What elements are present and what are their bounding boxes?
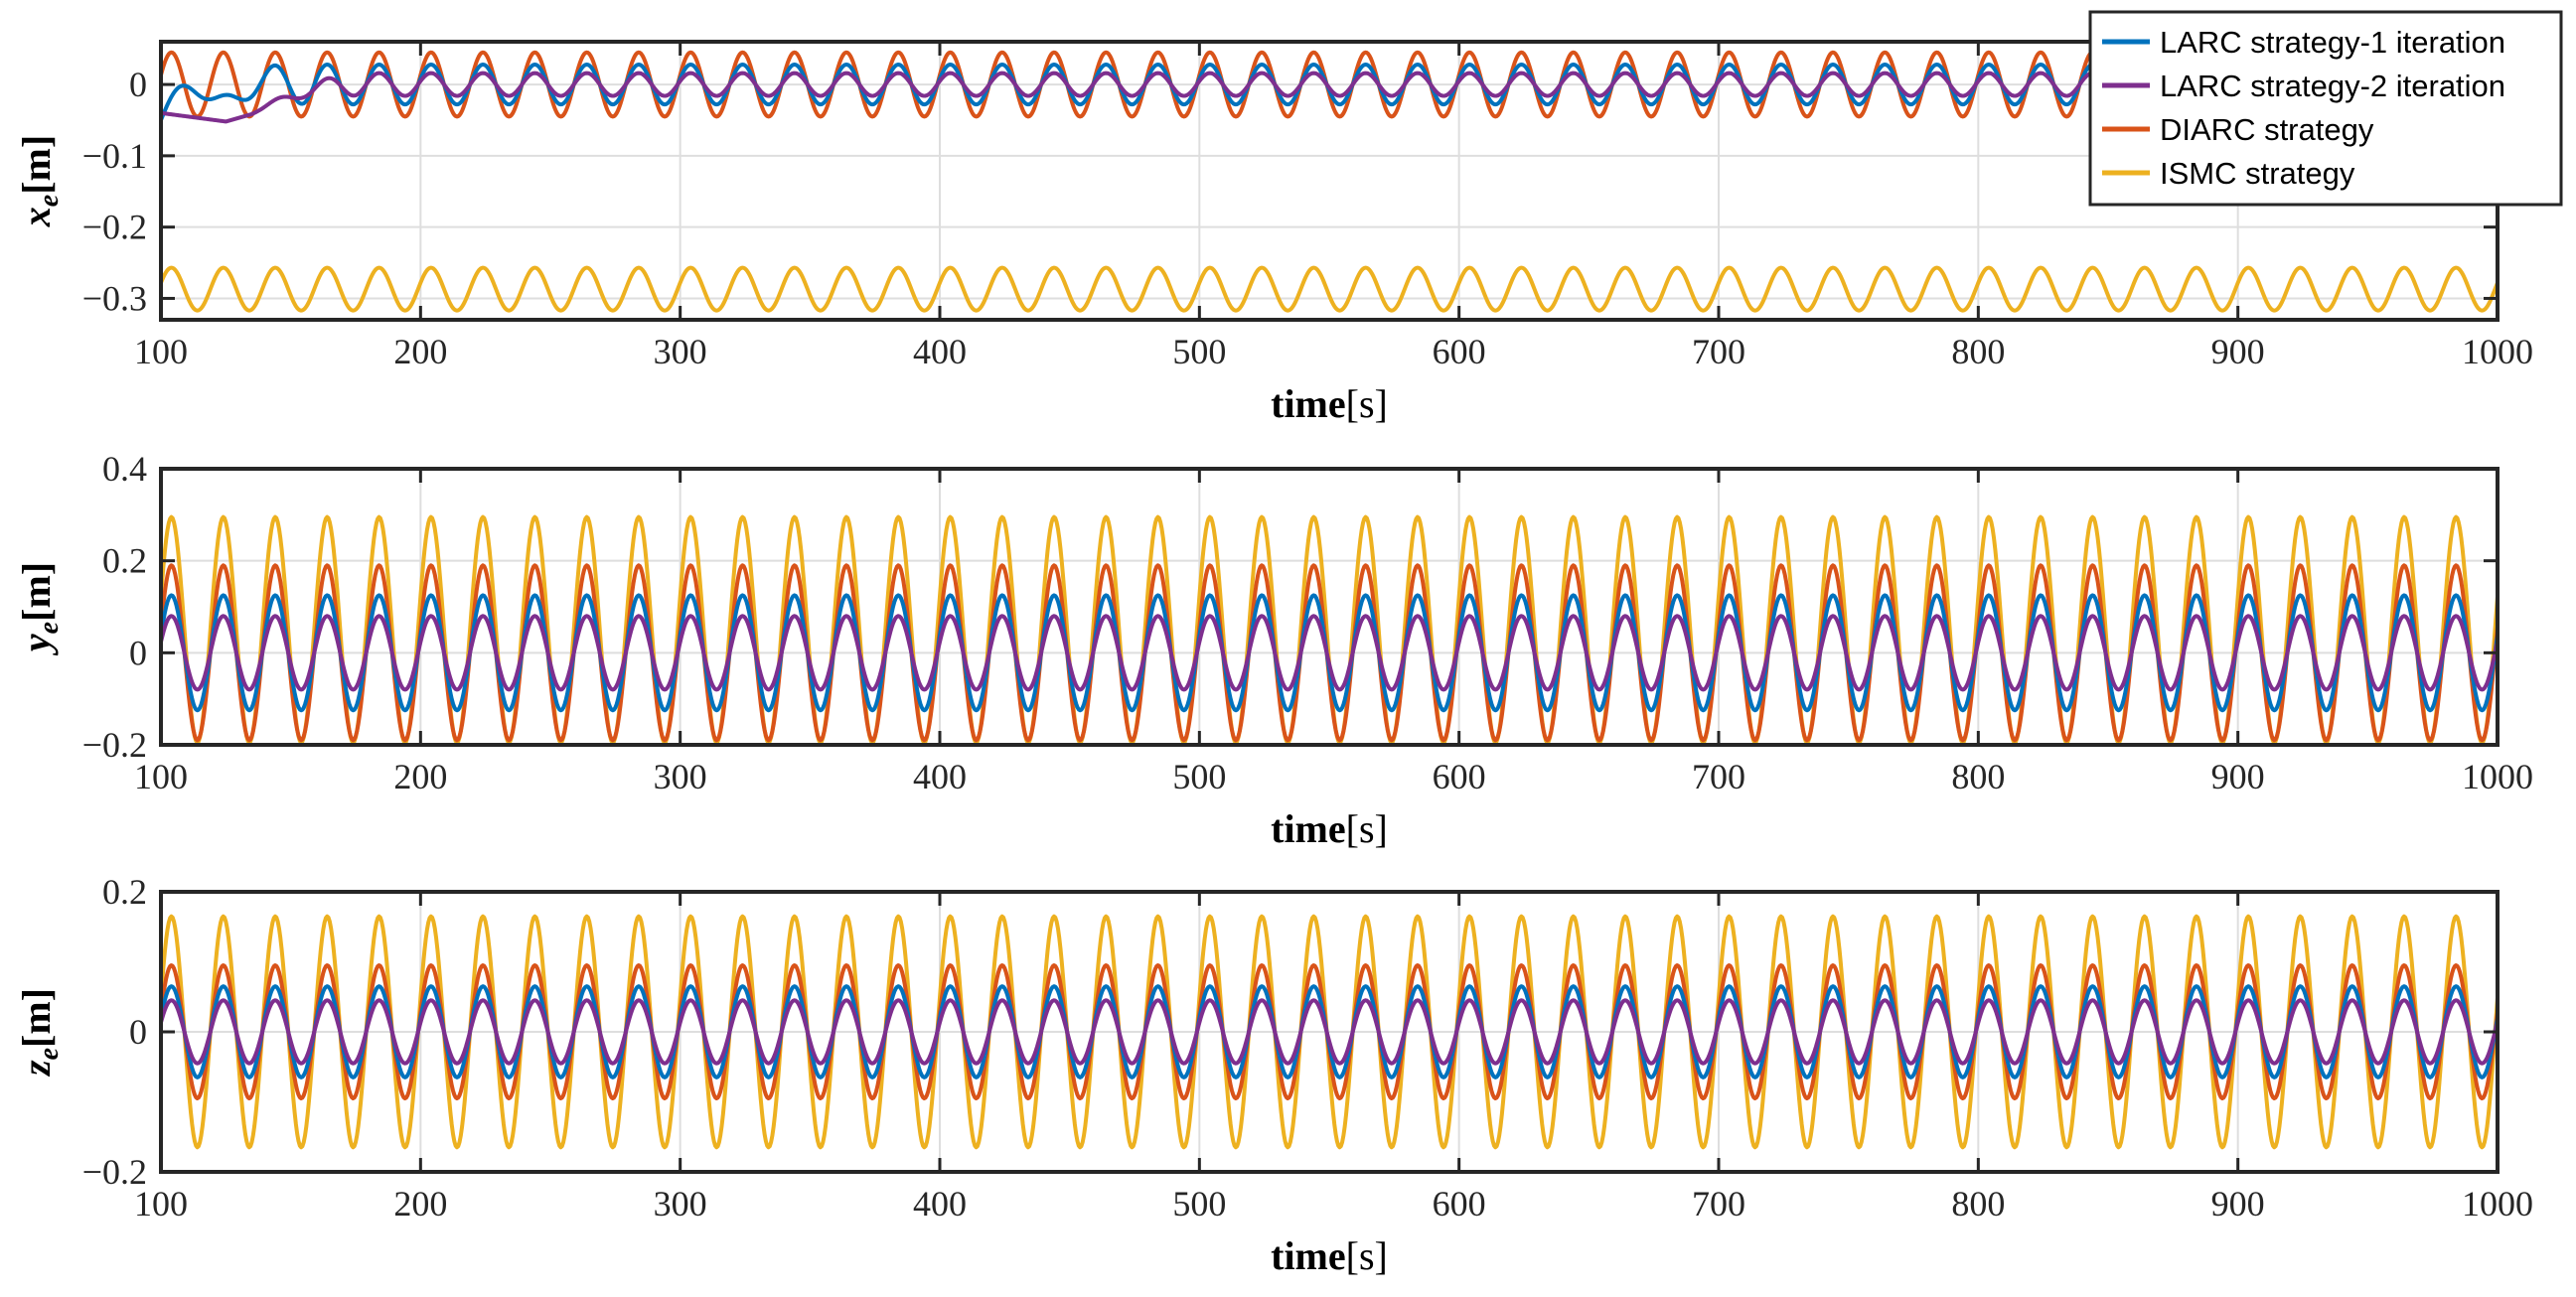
legend-label-1: LARC strategy-1 iteration xyxy=(2160,25,2505,60)
legend-box xyxy=(2088,10,2563,207)
y-tick-label: 0 xyxy=(129,65,147,104)
x-tick-label: 400 xyxy=(913,757,967,796)
x-tick-label: 400 xyxy=(913,332,967,371)
x-tick-label: 200 xyxy=(393,1184,447,1224)
x-tick-label: 1000 xyxy=(2462,757,2533,796)
y-tick-label: −0.2 xyxy=(82,725,147,765)
x-axis-label: time[s] xyxy=(1271,806,1388,851)
x-tick-label: 1000 xyxy=(2462,332,2533,371)
x-tick-label: 800 xyxy=(1951,757,2005,796)
x-tick-label: 400 xyxy=(913,1184,967,1224)
x-tick-label: 500 xyxy=(1172,332,1226,371)
x-tick-label: 600 xyxy=(1433,332,1486,371)
y-tick-label: 0 xyxy=(129,1012,147,1052)
series-line-2 xyxy=(161,998,2498,1066)
x-tick-label: 500 xyxy=(1172,1184,1226,1224)
y-tick-label: 0.2 xyxy=(102,872,147,912)
legend-label-4: ISMC strategy xyxy=(2160,156,2355,191)
y-tick-label: 0.4 xyxy=(102,449,147,489)
y-tick-label: −0.3 xyxy=(82,278,147,318)
legend-label-2: LARC strategy-2 iteration xyxy=(2160,69,2505,103)
x-tick-label: 100 xyxy=(134,757,188,796)
x-tick-label: 200 xyxy=(393,757,447,796)
plot-area xyxy=(161,469,2498,745)
y-tick-label: 0 xyxy=(129,633,147,672)
y-tick-label: −0.2 xyxy=(82,208,147,247)
x-tick-label: 500 xyxy=(1172,757,1226,796)
x-tick-label: 800 xyxy=(1951,332,2005,371)
y-axis-label: ye[m] xyxy=(14,562,65,655)
x-tick-label: 600 xyxy=(1433,1184,1486,1224)
x-tick-label: 900 xyxy=(2211,757,2265,796)
x-tick-label: 100 xyxy=(134,332,188,371)
series-line-2 xyxy=(161,614,2498,692)
x-tick-label: 300 xyxy=(654,332,707,371)
y-tick-label: −0.2 xyxy=(82,1152,147,1192)
x-tick-label: 700 xyxy=(1692,1184,1745,1224)
y-tick-label: 0.2 xyxy=(102,541,147,581)
x-tick-label: 200 xyxy=(393,332,447,371)
y-axis-label: xe[m] xyxy=(14,135,65,227)
axes-box xyxy=(159,467,2500,747)
x-tick-label: 700 xyxy=(1692,332,1745,371)
x-tick-label: 1000 xyxy=(2462,1184,2533,1224)
y-axis-label: ze[m] xyxy=(14,988,65,1078)
x-tick-label: 600 xyxy=(1433,757,1486,796)
subplot-ze: 100 200 300 400 500 600 700 800 900 1000 0.2 0 −0.2 t… xyxy=(14,872,2533,1278)
x-tick-label: 900 xyxy=(2211,1184,2265,1224)
series-line-4 xyxy=(161,265,2498,313)
y-tick-label: −0.1 xyxy=(82,136,147,176)
x-tick-label: 100 xyxy=(134,1184,188,1224)
x-axis-label: time[s] xyxy=(1271,381,1388,426)
legend-label-3: DIARC strategy xyxy=(2160,112,2374,147)
x-axis-label: time[s] xyxy=(1271,1233,1388,1278)
x-tick-label: 300 xyxy=(654,757,707,796)
x-tick-label: 700 xyxy=(1692,757,1745,796)
x-tick-label: 900 xyxy=(2211,332,2265,371)
x-tick-label: 800 xyxy=(1951,1184,2005,1224)
x-tick-label: 300 xyxy=(654,1184,707,1224)
subplot-ye: 100 200 300 400 500 600 700 800 900 1000 0.4 0.2 0 −0… xyxy=(14,449,2533,851)
legend: LARC strategy-1 iteration LARC strategy-2… xyxy=(2088,10,2563,207)
